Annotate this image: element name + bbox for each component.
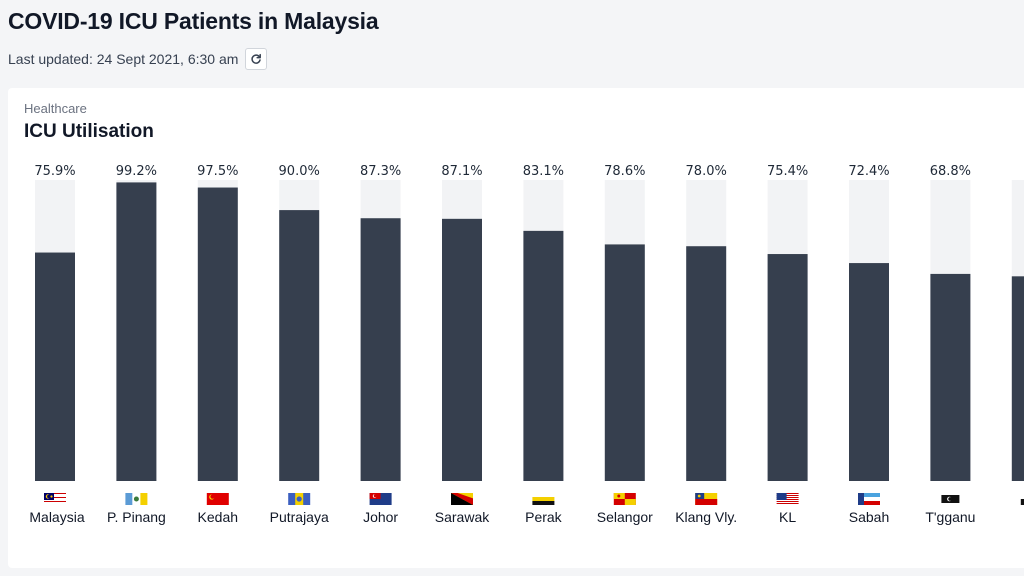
penang-flag-icon <box>125 493 148 505</box>
category-label-kl: KL <box>779 509 796 525</box>
bar-t-gganu <box>930 273 971 481</box>
category-label-p-pinang: P. Pinang <box>107 509 166 525</box>
selangor-flag-icon <box>613 493 636 505</box>
value-label-p-pinang: 99.2% <box>116 164 157 179</box>
putrajaya-flag-icon <box>288 493 311 505</box>
value-label-selangor: 78.6% <box>604 164 645 179</box>
card-title: ICU Utilisation <box>24 121 154 142</box>
value-label-sarawak: 87.1% <box>441 164 482 179</box>
pahang-flag-icon <box>1020 493 1024 505</box>
bar-sarawak <box>442 218 482 482</box>
value-label-t-gganu: 68.8% <box>930 164 971 179</box>
page-title: COVID-19 ICU Patients in Malaysia <box>8 8 379 34</box>
terengganu-flag-icon <box>939 493 962 505</box>
klang-valley-flag-icon <box>695 493 718 505</box>
sarawak-flag-icon <box>451 493 473 505</box>
bar-kl <box>767 254 808 481</box>
refresh-button[interactable] <box>245 48 268 70</box>
category-label-johor: Johor <box>363 509 398 525</box>
value-label-malaysia: 75.9% <box>34 164 75 179</box>
refresh-icon <box>251 53 262 64</box>
bar-p-pinang <box>116 182 157 481</box>
johor-flag-icon <box>369 493 392 505</box>
category-label-selangor: Selangor <box>597 509 653 525</box>
category-label-t-gganu: T'gganu <box>925 509 975 525</box>
perak-flag-icon <box>532 493 555 505</box>
category-label-putrajaya: Putrajaya <box>270 509 329 525</box>
value-label-kl: 75.4% <box>767 164 808 179</box>
value-label-putrajaya: 90.0% <box>279 164 320 179</box>
category-label-perak: Perak <box>525 509 563 525</box>
bar-kedah <box>197 187 238 481</box>
malaysia-flag-icon <box>44 493 66 505</box>
bar-sabah <box>849 263 889 481</box>
value-label-johor: 87.3% <box>360 164 401 179</box>
sabah-flag-icon <box>858 493 880 505</box>
value-label-kedah: 97.5% <box>197 164 238 179</box>
bar-pa <box>1011 276 1024 481</box>
bar-johor <box>360 218 401 482</box>
last-updated-text: Last updated: 24 Sept 2021, 6:30 am <box>8 51 239 67</box>
bar-selangor <box>604 244 645 481</box>
category-label-sabah: Sabah <box>849 509 889 525</box>
value-label-sabah: 72.4% <box>848 164 889 179</box>
value-label-klang-vly: 78.0% <box>686 164 727 179</box>
category-label-malaysia: Malaysia <box>29 509 84 525</box>
category-label-klang-vly: Klang Vly. <box>675 509 737 525</box>
category-label-kedah: Kedah <box>198 509 238 525</box>
category-label-sarawak: Sarawak <box>435 509 490 525</box>
kl-flag-icon <box>776 493 799 505</box>
card-category: Healthcare <box>24 101 87 116</box>
value-label-perak: 83.1% <box>523 164 564 179</box>
bar-klang-vly <box>686 246 727 481</box>
bar-perak <box>523 230 564 481</box>
bar-malaysia <box>35 252 75 481</box>
bar-putrajaya <box>279 210 320 481</box>
kedah-flag-icon <box>206 493 229 505</box>
last-updated-row: Last updated: 24 Sept 2021, 6:30 am <box>8 48 268 70</box>
